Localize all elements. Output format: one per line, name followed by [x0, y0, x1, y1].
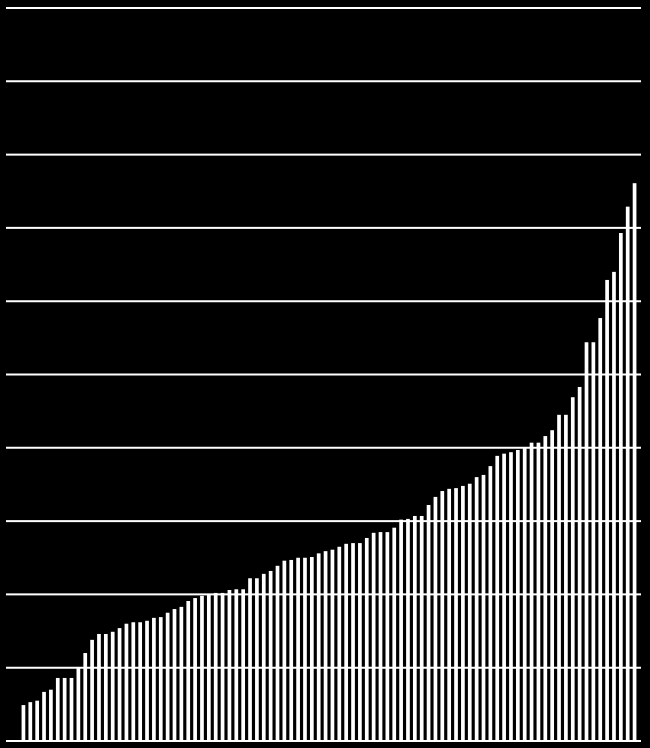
bar [481, 474, 486, 741]
bar [618, 233, 623, 741]
bar [206, 593, 211, 741]
bar [309, 557, 314, 741]
bar [344, 543, 349, 741]
bar [625, 206, 630, 741]
bar [261, 573, 266, 741]
bar [21, 705, 26, 741]
bar [509, 452, 513, 741]
bar [117, 628, 122, 741]
bar [103, 633, 108, 741]
bar [255, 578, 259, 741]
bar [296, 557, 300, 741]
bar [35, 700, 40, 741]
bar [268, 570, 273, 741]
bar [303, 557, 307, 741]
bar [83, 653, 88, 741]
bar [474, 477, 479, 741]
bar [275, 565, 280, 741]
bar [529, 442, 534, 741]
bar [55, 677, 60, 741]
bar [426, 504, 431, 741]
bar [605, 279, 609, 741]
bar [138, 622, 143, 741]
bar [97, 633, 101, 741]
bar [412, 515, 417, 741]
bar [371, 532, 376, 741]
bar [399, 519, 403, 741]
bar [467, 483, 472, 741]
bar [172, 609, 177, 741]
bar [28, 702, 33, 741]
bar [488, 466, 493, 741]
bar [598, 318, 603, 741]
bar [152, 617, 156, 741]
bar [550, 430, 555, 741]
bar [447, 488, 452, 741]
bar [515, 449, 520, 741]
bar [248, 578, 252, 741]
bar [234, 589, 239, 741]
bar [543, 436, 548, 741]
bar [124, 623, 129, 741]
bar [213, 592, 218, 741]
bar [110, 631, 115, 741]
bar [612, 271, 616, 741]
bar [200, 595, 204, 741]
bar [495, 455, 500, 741]
bar [557, 414, 561, 741]
bar [378, 532, 383, 741]
bar [337, 546, 342, 741]
bar [577, 386, 582, 741]
bar [570, 397, 575, 741]
bar [282, 560, 287, 741]
bar [584, 342, 589, 741]
bar [289, 559, 294, 741]
bar [330, 549, 335, 741]
bar [165, 612, 170, 741]
bar [522, 447, 527, 741]
bar [69, 677, 74, 741]
bar [62, 677, 67, 741]
bar [564, 414, 568, 741]
bar [385, 532, 390, 741]
bar [406, 518, 410, 741]
bar [502, 453, 506, 741]
bar [316, 553, 321, 741]
bar [193, 598, 197, 741]
bar [419, 515, 424, 741]
bar [323, 551, 328, 741]
bar [42, 691, 46, 741]
bar [461, 485, 465, 741]
bar [433, 496, 438, 741]
bar [392, 527, 397, 741]
bar [227, 590, 232, 741]
bar [241, 589, 246, 741]
bar [351, 543, 355, 741]
bar [536, 442, 541, 741]
bar [440, 491, 445, 741]
bar [90, 639, 94, 741]
bar [591, 342, 596, 741]
bar [632, 183, 637, 741]
bar [179, 606, 184, 741]
bar [364, 537, 369, 741]
bar [76, 666, 81, 741]
bar [220, 592, 225, 741]
bar [454, 488, 458, 741]
bar [49, 689, 53, 741]
bar [358, 543, 362, 741]
bar [145, 620, 149, 741]
bar [186, 600, 191, 741]
bar [131, 622, 136, 741]
bar [158, 617, 163, 741]
